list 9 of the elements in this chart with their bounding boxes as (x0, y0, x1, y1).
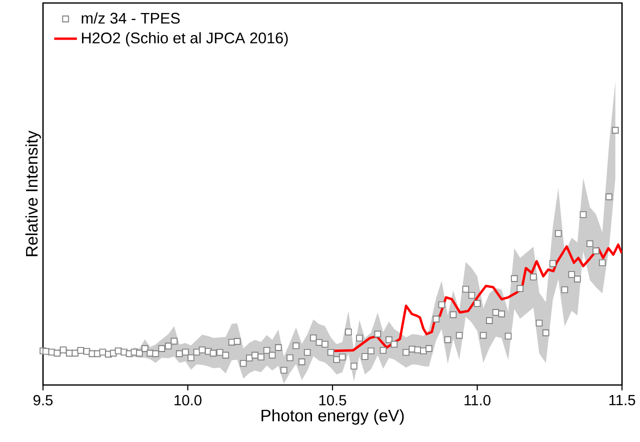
x-axis-title: Photon energy (eV) (262, 409, 404, 425)
legend-label: H2O2 (Schio et al JPCA 2016) (82, 32, 288, 46)
x-tick-label: 11.5 (609, 395, 636, 406)
x-tick-label: 11.0 (464, 395, 490, 406)
x-tick-label: 9.5 (34, 395, 53, 406)
x-tick-label: 10.5 (319, 395, 346, 406)
y-axis-title: Relative Intensity (25, 130, 41, 256)
x-tick-label: 10.0 (174, 395, 202, 406)
legend-label: m/z 34 - TPES (82, 12, 180, 24)
